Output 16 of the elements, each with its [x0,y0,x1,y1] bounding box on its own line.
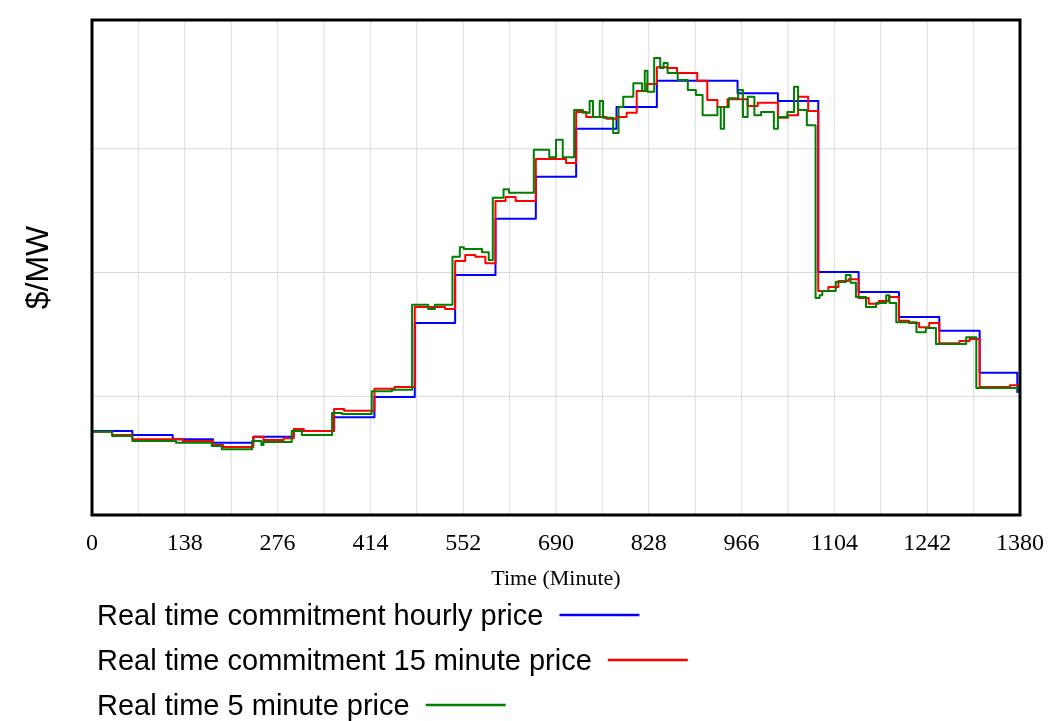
x-tick-label: 276 [259,529,296,555]
x-tick-label: 828 [630,529,667,555]
x-tick-label: 966 [723,529,760,555]
legend-label: Real time commitment hourly price [97,599,544,631]
x-tick-label: 1104 [810,529,858,555]
x-axis-title: Time (Minute) [491,565,621,590]
y-axis-title: $/MW [19,224,55,310]
x-tick-label: 138 [166,529,203,555]
x-tick-label: 1242 [903,529,952,555]
x-tick-label: 0 [86,529,98,555]
x-tick-label: 552 [445,529,482,555]
legend-label: Real time 5 minute price [97,689,410,721]
x-tick-label: 414 [352,529,389,555]
x-tick-label: 1380 [996,529,1044,555]
x-tick-label: 690 [538,529,574,555]
legend-label: Real time commitment 15 minute price [97,644,592,676]
